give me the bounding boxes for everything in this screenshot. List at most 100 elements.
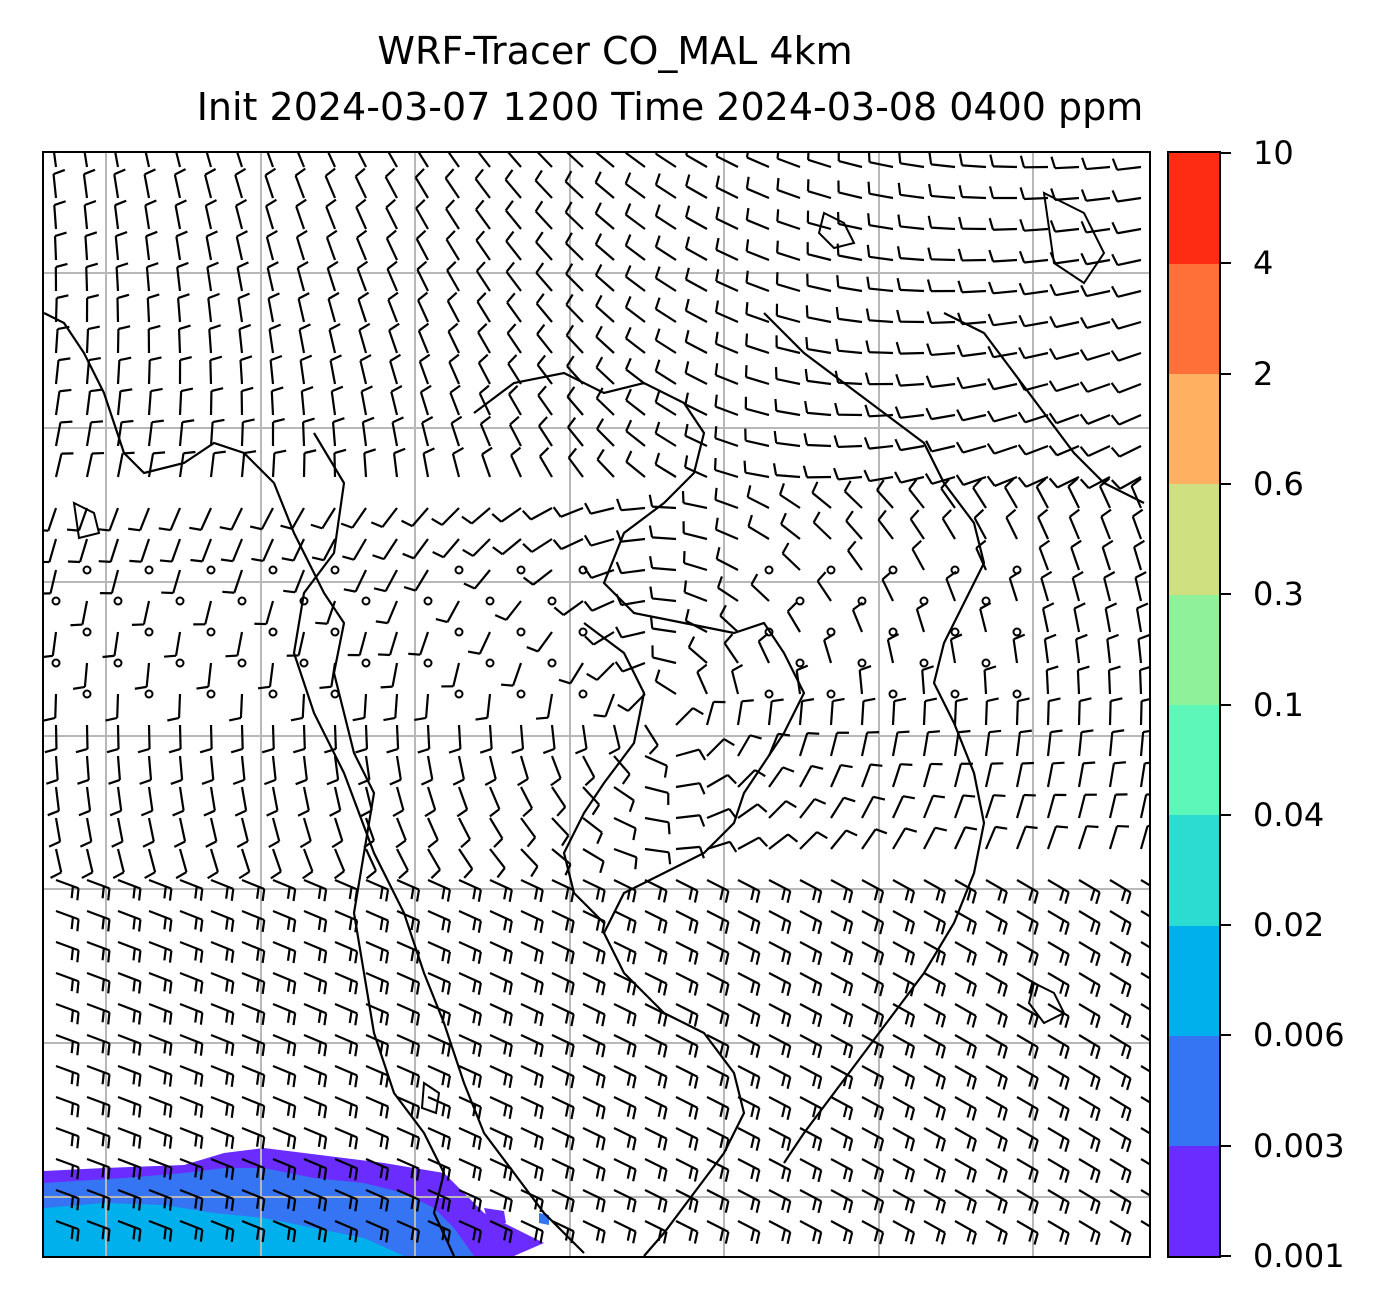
wind-barb — [326, 260, 339, 292]
wind-barb — [299, 354, 313, 385]
wind-barb — [1109, 1127, 1132, 1153]
wind-barb — [295, 229, 308, 261]
wind-barb — [985, 1096, 1008, 1121]
wind-barb — [864, 404, 894, 418]
wind-barb — [241, 1126, 266, 1150]
wind-barb — [746, 485, 770, 509]
wind-barb — [240, 386, 254, 416]
wind-barb — [265, 229, 278, 261]
colorbar-tick-label: 0.001 — [1253, 1237, 1345, 1275]
wind-barb — [331, 417, 345, 447]
wind-barb — [54, 357, 71, 385]
wind-barb — [892, 879, 916, 904]
wind-barb — [768, 1034, 792, 1059]
calm-wind-marker — [919, 658, 929, 668]
wind-barb — [334, 940, 359, 964]
wind-barb — [737, 972, 761, 996]
wind-barb — [799, 941, 823, 966]
wind-barb — [1017, 411, 1049, 424]
wind-barb — [47, 786, 60, 817]
wind-barb — [189, 507, 213, 531]
wind-barb — [427, 1219, 452, 1243]
wind-barb — [1109, 941, 1132, 967]
wind-barb — [158, 507, 182, 532]
wind-barb — [706, 972, 730, 996]
wind-barb — [773, 430, 801, 448]
wind-barb — [268, 817, 281, 849]
colorbar-segment — [1169, 594, 1219, 705]
wind-barb — [987, 313, 1018, 327]
wind-barb — [389, 755, 402, 786]
wind-barb — [926, 279, 956, 293]
wind-barb — [303, 878, 328, 902]
wind-barb — [117, 1095, 142, 1118]
wind-barb — [479, 724, 493, 754]
wind-barb — [926, 311, 956, 325]
wind-barb — [615, 593, 646, 607]
wind-barb — [644, 754, 669, 778]
wind-barb — [1041, 602, 1055, 633]
wind-barb — [241, 971, 266, 995]
wind-barb — [1108, 697, 1123, 726]
wind-barb — [520, 879, 544, 903]
wind-barb — [1015, 729, 1032, 757]
wind-barb — [501, 662, 523, 687]
wind-barb — [613, 1127, 637, 1151]
wind-barb — [303, 971, 328, 995]
wind-barb — [1140, 1065, 1149, 1073]
wind-barb — [644, 941, 668, 965]
wind-barb — [737, 910, 761, 934]
wind-barb — [923, 1096, 947, 1121]
wind-barb — [249, 507, 274, 531]
wind-barbs — [44, 153, 1149, 1246]
wind-barb — [745, 301, 770, 324]
wind-barb — [272, 878, 297, 902]
wind-barb — [799, 1096, 823, 1121]
wind-barb — [830, 1034, 854, 1059]
wind-barb — [892, 1158, 916, 1183]
wind-barb — [427, 878, 452, 902]
wind-barb — [210, 940, 235, 963]
wind-barb — [582, 786, 601, 816]
calm-wind-marker — [423, 658, 433, 668]
wind-barb — [1111, 253, 1142, 267]
wind-barb — [1110, 317, 1142, 330]
wind-barb — [772, 463, 801, 479]
wind-barb — [388, 322, 400, 354]
wind-barb — [1108, 793, 1128, 819]
wind-barb — [928, 153, 956, 169]
wind-barb — [476, 292, 491, 323]
wind-barb — [613, 1065, 637, 1089]
wind-barb — [1016, 1189, 1039, 1214]
wind-barb — [550, 755, 562, 787]
wind-barb — [953, 762, 973, 788]
wind-barb — [644, 785, 670, 805]
wind-barb — [954, 879, 977, 904]
wind-barb — [478, 384, 491, 416]
wind-barb — [835, 306, 863, 324]
wind-barb — [737, 879, 761, 903]
wind-barb — [458, 940, 482, 964]
wind-barb — [768, 879, 792, 904]
wind-barb — [396, 1095, 421, 1119]
wind-barb — [706, 1034, 730, 1058]
wind-barb — [1016, 1220, 1039, 1245]
wind-barb — [1139, 761, 1149, 788]
wind-barb — [365, 940, 390, 964]
wind-barb — [1140, 1003, 1149, 1011]
wind-barb — [66, 507, 89, 532]
wind-barb — [134, 662, 151, 690]
wind-barb — [1078, 1065, 1101, 1091]
wind-barb — [241, 1219, 266, 1243]
wind-barb — [830, 941, 854, 966]
calm-wind-marker — [547, 596, 557, 606]
wind-barb — [241, 940, 266, 964]
wind-barb — [396, 1064, 421, 1088]
wind-barb — [614, 661, 646, 673]
wind-barb — [805, 336, 832, 355]
wind-barb — [116, 388, 133, 416]
wind-barb — [86, 1002, 111, 1025]
wind-barb — [768, 1127, 792, 1152]
wind-barb — [1077, 729, 1094, 757]
wind-barb — [85, 356, 101, 385]
